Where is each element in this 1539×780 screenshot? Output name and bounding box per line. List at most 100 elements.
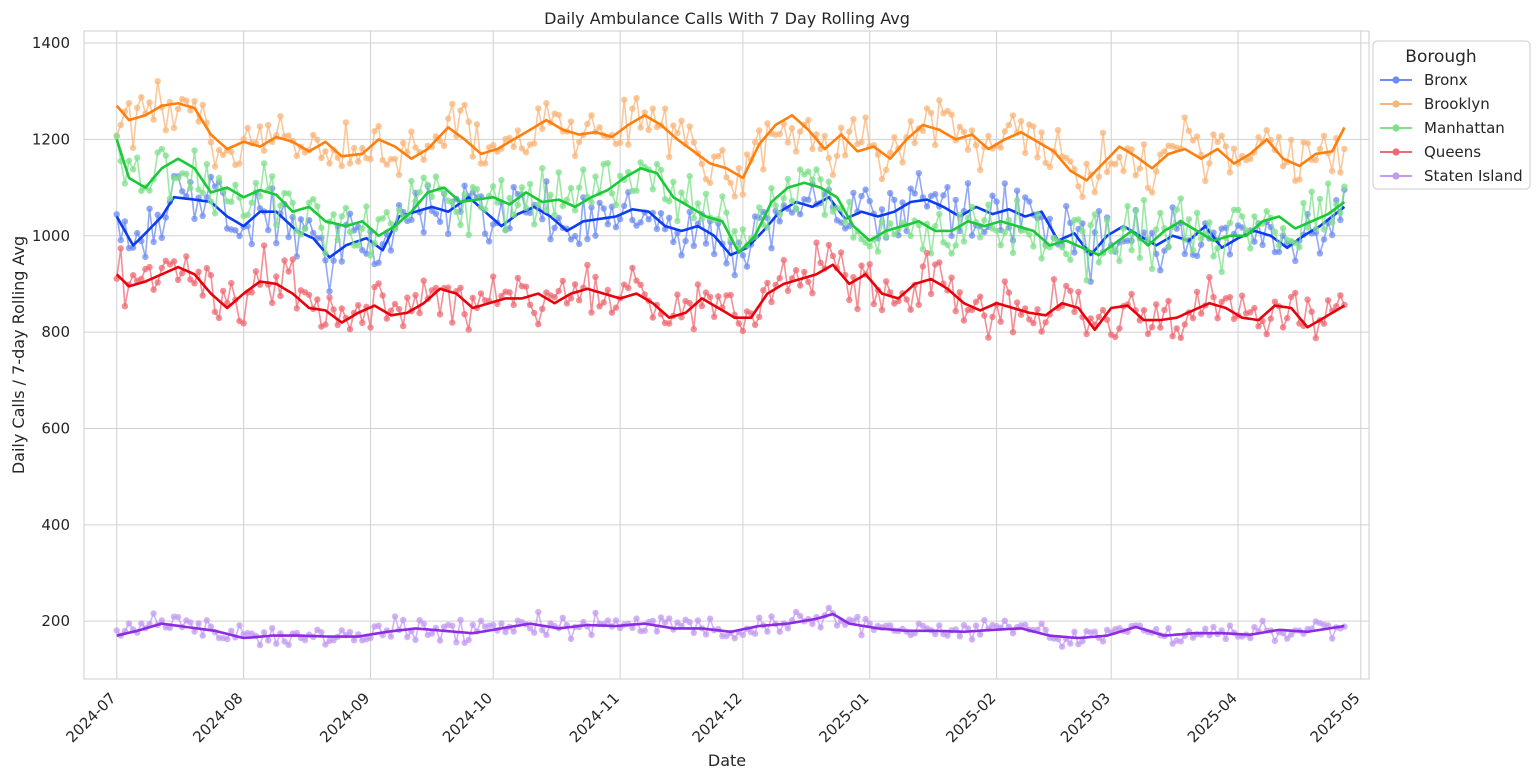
daily-point: [1275, 242, 1283, 249]
daily-point: [972, 622, 980, 629]
daily-point: [146, 263, 153, 271]
daily-point: [915, 301, 922, 309]
daily-point: [121, 218, 129, 225]
daily-point: [359, 319, 366, 326]
daily-point: [1095, 313, 1103, 321]
daily-point: [968, 232, 976, 239]
daily-point: [150, 116, 157, 123]
daily-point: [1058, 244, 1066, 251]
daily-point: [1296, 176, 1303, 183]
daily-point: [1075, 288, 1082, 296]
daily-point: [686, 123, 693, 130]
daily-point: [702, 190, 710, 197]
daily-point: [510, 211, 517, 218]
daily-point: [1255, 134, 1262, 141]
daily-point: [1071, 628, 1078, 635]
y-tick-label: 400: [41, 516, 70, 534]
daily-point: [977, 631, 984, 638]
daily-point: [670, 122, 677, 129]
daily-point: [760, 287, 767, 294]
daily-point: [797, 612, 804, 620]
daily-point: [604, 160, 611, 167]
daily-point: [207, 623, 215, 630]
daily-point: [1251, 238, 1258, 245]
daily-point: [1337, 169, 1344, 176]
y-tick-label: 800: [41, 323, 70, 341]
daily-point: [866, 243, 873, 250]
daily-point: [1218, 298, 1225, 306]
daily-point: [436, 218, 444, 225]
daily-point: [1038, 620, 1045, 627]
daily-point: [616, 139, 624, 147]
x-tick-label: 2024-10: [439, 689, 496, 746]
daily-point: [150, 610, 157, 617]
daily-point: [269, 173, 276, 180]
daily-point: [1288, 631, 1295, 638]
daily-point: [923, 203, 931, 210]
daily-point: [1320, 132, 1328, 139]
daily-point: [432, 210, 440, 217]
daily-point: [355, 302, 362, 309]
daily-point: [1079, 638, 1086, 645]
daily-point: [694, 200, 702, 207]
daily-point: [690, 629, 697, 636]
daily-point: [420, 229, 427, 236]
daily-point: [199, 212, 206, 220]
y-tick-label: 1200: [32, 130, 70, 148]
daily-point: [1234, 206, 1242, 213]
daily-point: [972, 142, 980, 149]
daily-point: [477, 617, 485, 624]
daily-point: [985, 334, 992, 341]
daily-point: [461, 311, 468, 318]
daily-point: [391, 300, 399, 308]
legend-item: Bronx: [1380, 71, 1468, 89]
daily-point: [322, 257, 329, 264]
daily-point: [788, 197, 796, 204]
daily-point: [702, 240, 710, 247]
daily-point: [751, 321, 759, 328]
daily-point: [666, 153, 673, 161]
daily-point: [465, 231, 472, 238]
rolling-avg-line: [115, 102, 1346, 182]
daily-point: [355, 158, 362, 165]
daily-point: [719, 147, 726, 154]
daily-point: [215, 314, 223, 322]
daily-point: [927, 290, 935, 298]
rolling-avg-line: [116, 612, 1345, 640]
daily-point: [416, 189, 423, 196]
daily-point: [674, 291, 681, 298]
rolling-avg-line: [115, 139, 1346, 257]
daily-point: [420, 620, 427, 627]
daily-point: [203, 265, 210, 272]
daily-point: [956, 633, 963, 640]
daily-point: [1271, 637, 1279, 645]
daily-point: [1046, 163, 1054, 170]
daily-point: [346, 228, 354, 236]
daily-point: [355, 242, 362, 249]
daily-point: [649, 314, 656, 321]
daily-point: [825, 154, 832, 162]
daily-point: [395, 171, 403, 179]
daily-point: [1177, 334, 1185, 342]
daily-point: [960, 128, 968, 135]
daily-point: [576, 297, 583, 304]
daily-point: [678, 117, 685, 125]
daily-point: [596, 124, 603, 131]
daily-point: [1091, 628, 1099, 635]
daily-point: [592, 173, 599, 180]
daily-point: [1193, 209, 1201, 216]
daily-point: [1206, 274, 1213, 281]
daily-point: [977, 293, 984, 300]
daily-point: [731, 193, 738, 200]
daily-point: [1079, 193, 1086, 201]
daily-point: [1075, 183, 1082, 190]
daily-point: [936, 210, 943, 218]
daily-point: [412, 144, 419, 151]
daily-point: [690, 242, 697, 249]
daily-point: [784, 139, 792, 146]
daily-point: [936, 622, 943, 629]
daily-point: [576, 184, 583, 191]
daily-point: [1181, 114, 1189, 121]
daily-point: [367, 634, 374, 642]
legend-item: Manhattan: [1380, 119, 1505, 137]
